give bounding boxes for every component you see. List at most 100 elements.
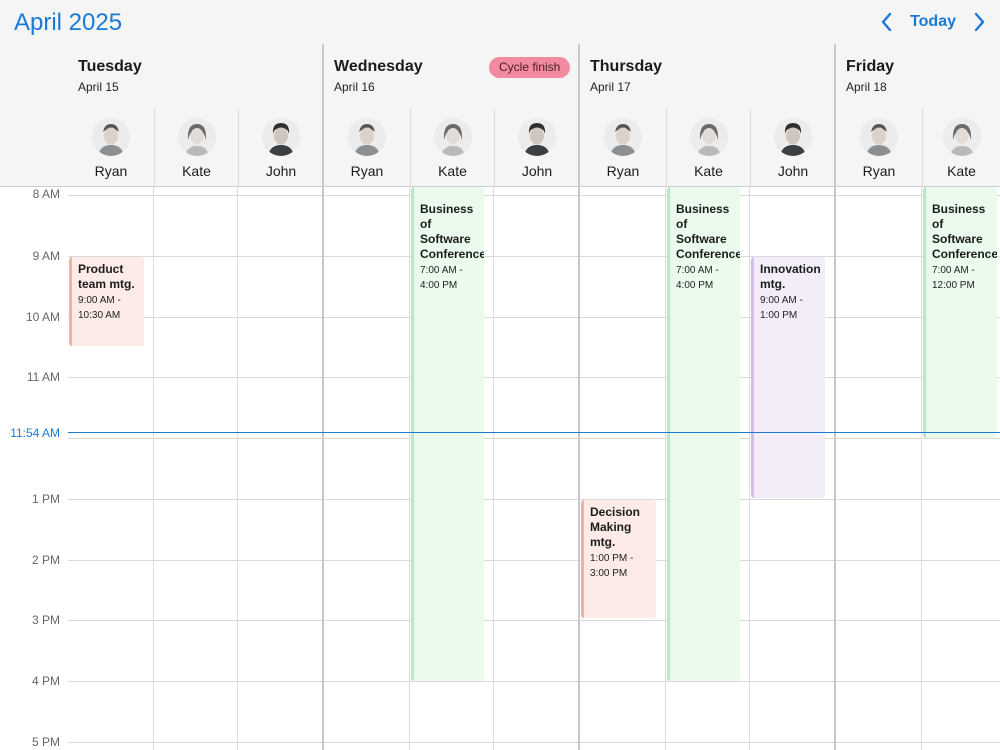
- event-business-of-software-conference[interactable]: Business of Software Conference 7:00 AM …: [923, 187, 997, 438]
- event-title: Business of Software Conference: [676, 202, 740, 261]
- day-header-tuesday[interactable]: Tuesday April 15: [68, 44, 323, 108]
- event-title: Business of Software Conference: [932, 202, 997, 261]
- event-title: Decision Making mtg.: [590, 505, 641, 549]
- hour-label: 11 AM: [26, 370, 60, 384]
- event-decision-making-mtg[interactable]: Decision Making mtg. 1:00 PM - 3:00 PM: [581, 500, 656, 618]
- resource-ryan[interactable]: Ryan: [68, 108, 154, 186]
- event-product-team-mtg[interactable]: Product team mtg. 9:00 AM - 10:30 AM: [69, 257, 144, 346]
- hour-label: 10 AM: [25, 310, 60, 324]
- event-time: 9:00 AM - 10:30 AM: [78, 295, 121, 321]
- hour-line: [68, 620, 1000, 621]
- event-title: Business of Software Conference: [420, 202, 484, 261]
- schedule-header: Tuesday April 15 Ryan Kate John Wednesda…: [0, 44, 1000, 187]
- day-date: April 18: [846, 80, 887, 94]
- day-divider: [578, 187, 580, 750]
- resource-name: Ryan: [94, 163, 128, 179]
- day-divider: [322, 44, 324, 186]
- cycle-finish-badge[interactable]: Cycle finish: [489, 57, 571, 78]
- day-header-thursday[interactable]: Thursday April 17: [580, 44, 835, 108]
- resource-ryan[interactable]: Ryan: [324, 108, 410, 186]
- resource-name: Kate: [947, 163, 976, 179]
- resource-john[interactable]: John: [750, 108, 835, 186]
- event-time: 9:00 AM - 1:00 PM: [760, 295, 803, 321]
- day-name: Tuesday: [78, 58, 142, 75]
- day-divider: [834, 187, 836, 750]
- day-name: Friday: [846, 58, 895, 75]
- resource-ryan[interactable]: Ryan: [836, 108, 922, 186]
- event-time: 7:00 AM - 4:00 PM: [420, 265, 463, 291]
- avatar: [92, 118, 130, 156]
- avatar: [942, 118, 981, 156]
- resource-divider: [493, 187, 494, 750]
- hour-label: 4 PM: [31, 674, 60, 688]
- day-divider: [578, 44, 580, 186]
- avatar: [177, 118, 216, 156]
- resource-name: John: [265, 163, 297, 179]
- day-header-wednesday[interactable]: Wednesday April 16 Cycle finish: [324, 44, 579, 108]
- avatar: [262, 118, 300, 156]
- avatar: [774, 118, 812, 156]
- resource-name: Ryan: [350, 163, 384, 179]
- day-date: April 15: [78, 80, 119, 94]
- hour-label: 3 PM: [31, 613, 60, 627]
- hour-line: [68, 742, 1000, 743]
- current-time-label: 11:54 AM: [10, 426, 60, 440]
- event-title: Innovation mtg.: [760, 262, 821, 291]
- month-title: April 2025: [14, 9, 123, 36]
- resource-john[interactable]: John: [238, 108, 323, 186]
- day-date: April 16: [334, 80, 375, 94]
- resource-divider: [749, 187, 750, 750]
- avatar: [518, 118, 556, 156]
- date-navigation: Today: [880, 10, 986, 34]
- hour-line: [68, 377, 1000, 378]
- hour-line: [68, 438, 1000, 439]
- resource-kate[interactable]: Kate: [666, 108, 750, 186]
- hour-label: 2 PM: [31, 553, 60, 567]
- schedule-grid[interactable]: 8 AM 9 AM 10 AM 11 AM 1 PM 2 PM 3 PM 4 P…: [0, 187, 1000, 750]
- resource-name: Ryan: [862, 163, 896, 179]
- resource-name: Kate: [694, 163, 723, 179]
- resource-divider: [153, 187, 154, 750]
- hour-line: [68, 681, 1000, 682]
- resource-ryan[interactable]: Ryan: [580, 108, 666, 186]
- resource-divider: [665, 187, 666, 750]
- event-innovation-mtg[interactable]: Innovation mtg. 9:00 AM - 1:00 PM: [751, 257, 825, 498]
- day-divider: [834, 44, 836, 186]
- event-time: 7:00 AM - 12:00 PM: [932, 265, 975, 291]
- today-button[interactable]: Today: [910, 13, 956, 30]
- resource-kate[interactable]: Kate: [922, 108, 1000, 186]
- day-header-friday[interactable]: Friday April 18: [836, 44, 1000, 108]
- resource-divider: [921, 187, 922, 750]
- day-name: Thursday: [590, 58, 663, 75]
- current-time-line: [68, 432, 1000, 433]
- avatar: [348, 118, 386, 156]
- event-business-of-software-conference[interactable]: Business of Software Conference 7:00 AM …: [667, 187, 740, 681]
- chevron-right-icon[interactable]: [972, 12, 986, 32]
- hour-line: [68, 560, 1000, 561]
- event-time: 1:00 PM - 3:00 PM: [590, 553, 634, 579]
- resource-kate[interactable]: Kate: [154, 108, 238, 186]
- resource-name: John: [777, 163, 809, 179]
- avatar: [689, 118, 728, 156]
- hour-label: 8 AM: [32, 187, 60, 201]
- resource-divider: [237, 187, 238, 750]
- hour-line: [68, 195, 1000, 196]
- event-title: Product team mtg.: [78, 262, 135, 291]
- avatar: [433, 118, 472, 156]
- resource-john[interactable]: John: [494, 108, 579, 186]
- hour-line: [68, 317, 1000, 318]
- day-divider: [322, 187, 324, 750]
- event-time: 7:00 AM - 4:00 PM: [676, 265, 719, 291]
- resource-name: Kate: [182, 163, 211, 179]
- hour-line: [68, 499, 1000, 500]
- hour-label: 9 AM: [32, 249, 60, 263]
- hour-label: 1 PM: [31, 492, 60, 506]
- chevron-left-icon[interactable]: [880, 12, 894, 32]
- day-date: April 17: [590, 80, 631, 94]
- resource-divider: [409, 187, 410, 750]
- avatar: [604, 118, 642, 156]
- resource-kate[interactable]: Kate: [410, 108, 494, 186]
- day-name: Wednesday: [334, 58, 423, 75]
- resource-name: Ryan: [606, 163, 640, 179]
- event-business-of-software-conference[interactable]: Business of Software Conference 7:00 AM …: [411, 187, 484, 681]
